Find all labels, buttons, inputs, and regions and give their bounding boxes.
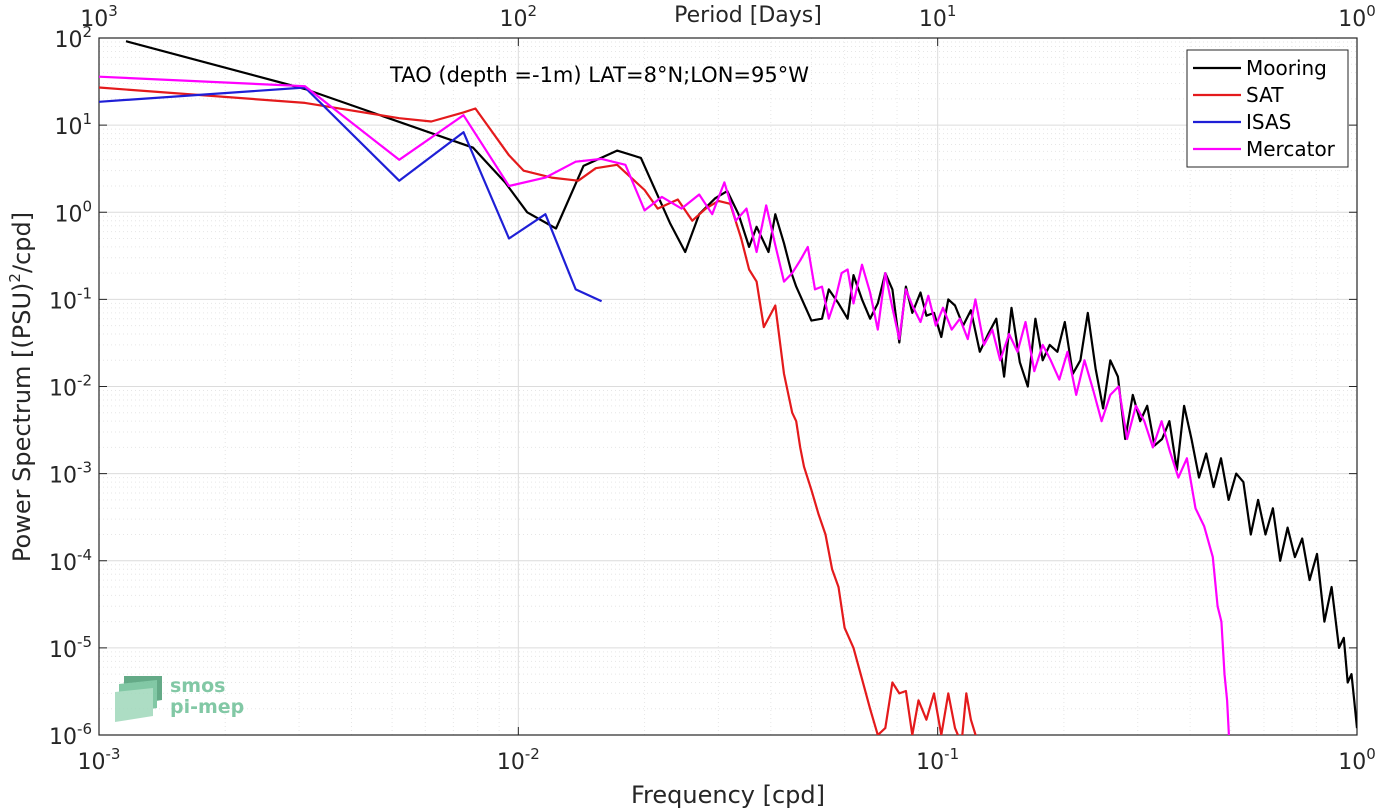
series-line-isas — [99, 86, 603, 303]
x-tick-label: 100 — [1338, 745, 1376, 775]
logo-waves-icon — [115, 676, 162, 722]
x-axis-title: Frequency [cpd] — [631, 781, 825, 809]
y-tick-label: 100 — [54, 197, 92, 227]
top-tick-label: 103 — [80, 2, 118, 32]
y-tick-label: 10-4 — [49, 546, 92, 576]
plot-area — [99, 40, 1357, 735]
y-axis-title: Power Spectrum [(PSU)2/cpd] — [6, 212, 36, 562]
y-tick-label: 10-3 — [49, 459, 92, 489]
x-tick-label: 10-1 — [916, 745, 959, 775]
y-tick-label: 10-2 — [49, 372, 92, 402]
legend-label-mooring: Mooring — [1246, 56, 1327, 80]
y-tick-label: 102 — [54, 23, 92, 53]
y-tick-label: 10-1 — [49, 284, 92, 314]
logo-text-smos: smos — [170, 675, 225, 697]
legend-label-sat: SAT — [1246, 83, 1284, 107]
x-tick-label: 10-2 — [497, 745, 540, 775]
top-tick-label: 102 — [500, 2, 538, 32]
legend-label-isas: ISAS — [1246, 110, 1291, 134]
y-tick-label: 10-6 — [49, 720, 92, 750]
grid-lines — [98, 38, 1357, 736]
series-line-mercator — [99, 75, 1230, 735]
x-tick-label: 10-3 — [78, 745, 121, 775]
series-line-mooring — [125, 40, 1357, 729]
y-tick-label: 101 — [54, 110, 92, 140]
top-axis-title: Period [Days] — [674, 3, 822, 28]
legend: Mooring SAT ISAS Mercator — [1186, 49, 1349, 168]
y-tick-label: 10-5 — [49, 633, 92, 663]
series-line-sat — [99, 86, 977, 735]
smos-pi-mep-logo: smos pi-mep — [115, 675, 244, 722]
chart-annotation: TAO (depth =-1m) LAT=8°N;LON=95°W — [389, 63, 809, 87]
legend-box — [1186, 49, 1349, 168]
legend-label-mercator: Mercator — [1246, 137, 1336, 161]
logo-text-pi-mep: pi-mep — [170, 696, 244, 718]
top-tick-label: 101 — [919, 2, 957, 32]
top-tick-label: 100 — [1338, 2, 1376, 32]
